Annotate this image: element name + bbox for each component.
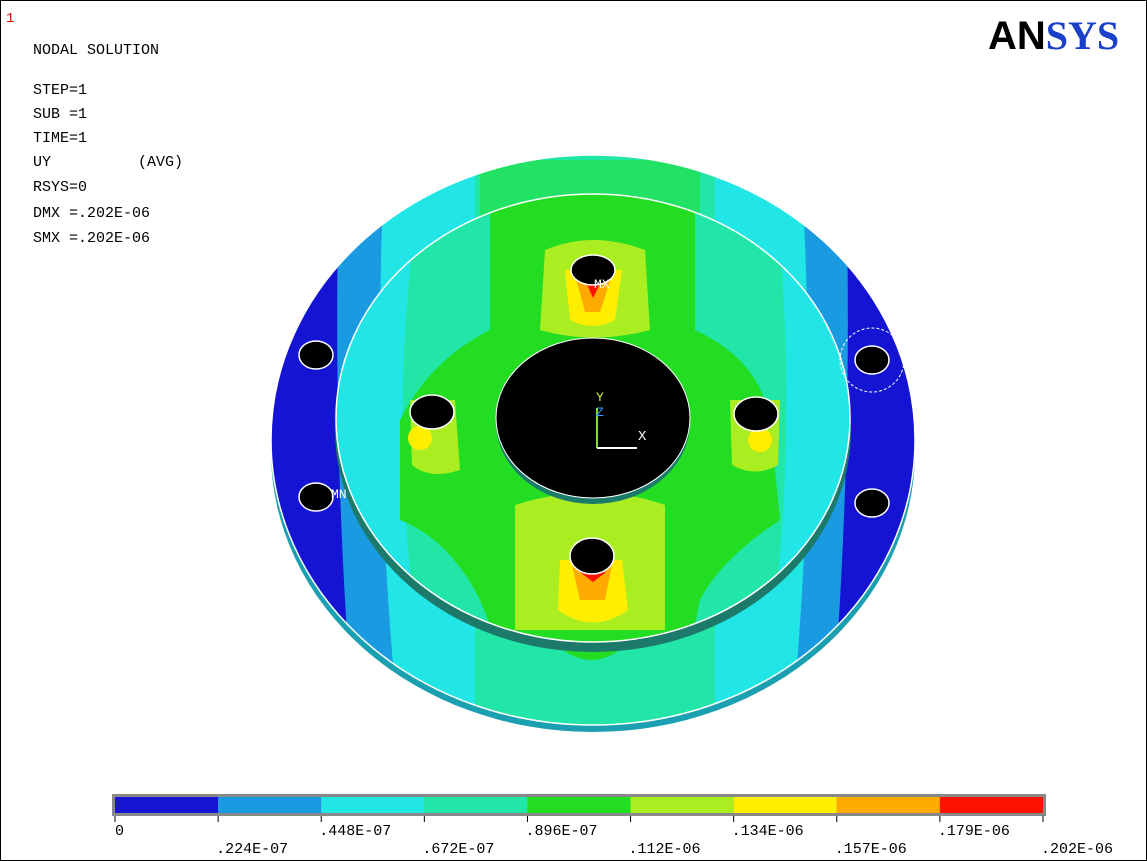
logo-part: SYS xyxy=(1046,13,1119,58)
info-line: STEP=1 xyxy=(33,82,87,99)
info-line: RSYS=0 xyxy=(33,179,87,196)
legend-band xyxy=(734,797,837,813)
legend-band xyxy=(631,797,734,813)
axis-z: Z xyxy=(596,405,604,420)
legend-label: .672E-07 xyxy=(422,841,494,858)
legend-band xyxy=(115,797,218,813)
window-number: 1 xyxy=(6,11,14,27)
info-line: DMX =.202E-06 xyxy=(33,205,150,222)
result-label: UY xyxy=(33,154,51,171)
legend-band xyxy=(424,797,527,813)
legend-band xyxy=(940,797,1043,813)
legend-band xyxy=(321,797,424,813)
legend-band xyxy=(218,797,321,813)
legend-band xyxy=(527,797,630,813)
ansys-graphics-window: 1 NODAL SOLUTION STEP=1 SUB =1 TIME=1 UY… xyxy=(0,0,1147,861)
min-marker: MN xyxy=(331,487,347,502)
legend-label: .157E-06 xyxy=(835,841,907,858)
info-line: SUB =1 xyxy=(33,106,87,123)
max-marker: MX xyxy=(594,277,610,292)
legend-label: .896E-07 xyxy=(525,823,597,840)
axis-y: Y xyxy=(596,390,604,405)
legend-label: .202E-06 xyxy=(1041,841,1113,858)
legend-label: .179E-06 xyxy=(938,823,1010,840)
axis-x: X xyxy=(638,429,647,445)
result-option: (AVG) xyxy=(138,154,183,171)
info-line: TIME=1 xyxy=(33,130,87,147)
page: 1 NODAL SOLUTION STEP=1 SUB =1 TIME=1 UY… xyxy=(0,0,1147,861)
legend-label: .134E-06 xyxy=(732,823,804,840)
legend-label: 0 xyxy=(115,823,124,840)
ansys-logo: ANSYS xyxy=(988,13,1119,58)
legend-band xyxy=(837,797,940,813)
legend-label: .448E-07 xyxy=(319,823,391,840)
info-line: SMX =.202E-06 xyxy=(33,230,150,247)
legend-label: .224E-07 xyxy=(216,841,288,858)
center-bore xyxy=(496,338,690,498)
plot-title: NODAL SOLUTION xyxy=(33,42,159,59)
logo-part: AN xyxy=(988,14,1046,58)
legend-label: .112E-06 xyxy=(629,841,701,858)
